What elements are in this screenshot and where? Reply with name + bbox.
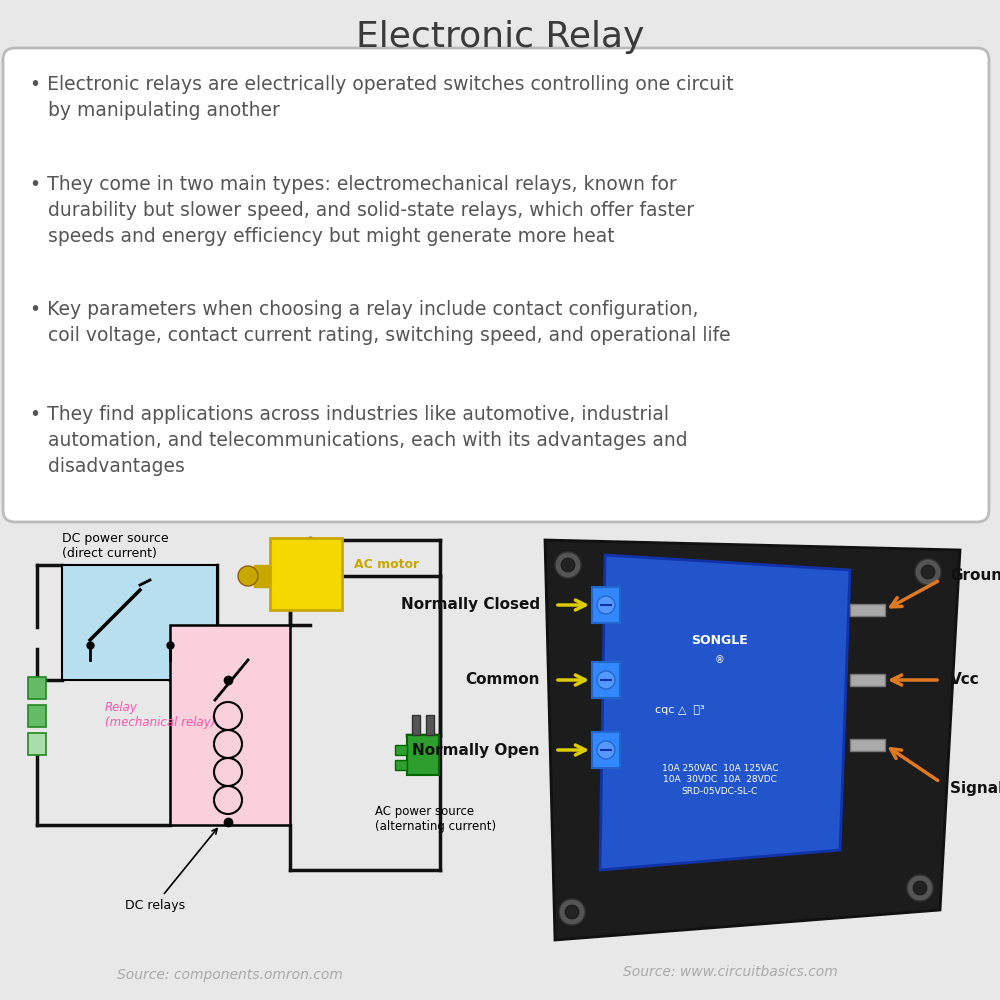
Circle shape — [559, 899, 585, 925]
Text: DC power source
(direct current): DC power source (direct current) — [62, 532, 169, 560]
Bar — [592, 662, 620, 698]
Bar — [850, 739, 885, 751]
Bar — [254, 565, 270, 587]
Bar — [426, 715, 434, 735]
Bar — [592, 587, 620, 623]
Text: Source: www.circuitbasics.com: Source: www.circuitbasics.com — [623, 965, 837, 979]
Bar — [395, 745, 407, 755]
Text: • Electronic relays are electrically operated switches controlling one circuit
 : • Electronic relays are electrically ope… — [30, 75, 734, 120]
Text: Signal Pin: Signal Pin — [950, 780, 1000, 796]
Text: • Key parameters when choosing a relay include contact configuration,
   coil vo: • Key parameters when choosing a relay i… — [30, 300, 731, 345]
Bar — [850, 674, 885, 686]
Text: Source: components.omron.com: Source: components.omron.com — [117, 968, 343, 982]
Circle shape — [565, 905, 579, 919]
Bar — [407, 735, 439, 775]
Circle shape — [913, 881, 927, 895]
Text: AC motor: AC motor — [354, 558, 419, 572]
Polygon shape — [600, 555, 850, 870]
Text: Electronic Relay: Electronic Relay — [356, 20, 644, 54]
Text: • They come in two main types: electromechanical relays, known for
   durability: • They come in two main types: electrome… — [30, 175, 694, 245]
Circle shape — [597, 596, 615, 614]
Bar — [270, 538, 342, 610]
FancyBboxPatch shape — [3, 48, 989, 522]
Circle shape — [907, 875, 933, 901]
Circle shape — [238, 566, 258, 586]
Bar — [28, 733, 46, 755]
Text: 10A 250VAC  10A 125VAC
10A  30VDC  10A  28VDC
SRD-05VDC-SL-C: 10A 250VAC 10A 125VAC 10A 30VDC 10A 28VD… — [662, 764, 778, 796]
Text: DC relays: DC relays — [125, 829, 217, 912]
Bar — [62, 565, 217, 680]
Bar — [28, 677, 46, 699]
Bar — [850, 604, 885, 616]
Text: Common: Common — [466, 672, 540, 688]
Text: Ground: Ground — [950, 568, 1000, 582]
Circle shape — [561, 558, 575, 572]
Bar — [412, 715, 420, 735]
Circle shape — [597, 671, 615, 689]
Bar — [592, 732, 620, 768]
Bar — [170, 625, 290, 825]
Circle shape — [921, 565, 935, 579]
Text: cqc △  Ⓛ³: cqc △ Ⓛ³ — [655, 705, 705, 715]
Circle shape — [555, 552, 581, 578]
Text: Normally Closed: Normally Closed — [401, 597, 540, 612]
Text: Relay
(mechanical relay): Relay (mechanical relay) — [105, 701, 215, 729]
Text: ®: ® — [715, 655, 725, 665]
Bar — [28, 705, 46, 727]
Circle shape — [597, 741, 615, 759]
Bar — [395, 760, 407, 770]
Text: Vcc: Vcc — [950, 672, 980, 688]
Text: SONGLE: SONGLE — [692, 634, 748, 647]
Text: AC power source
(alternating current): AC power source (alternating current) — [375, 805, 496, 833]
Circle shape — [915, 559, 941, 585]
Text: • They find applications across industries like automotive, industrial
   automa: • They find applications across industri… — [30, 405, 688, 476]
Polygon shape — [545, 540, 960, 940]
Text: Normally Open: Normally Open — [413, 742, 540, 758]
